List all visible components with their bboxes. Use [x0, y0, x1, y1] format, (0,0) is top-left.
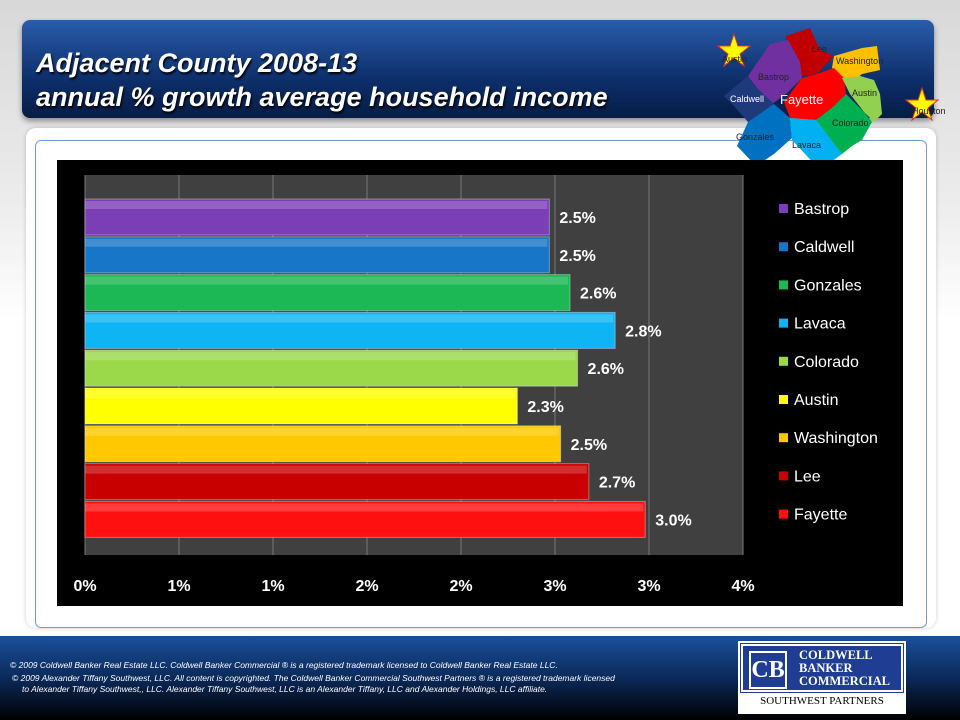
data-label: 2.3% [527, 399, 563, 416]
map-label-lee: Lee [812, 44, 827, 54]
data-label: 2.7% [599, 475, 635, 492]
footer-copyright-3: to Alexander Tiffany Southwest,, LLC. Al… [22, 684, 548, 694]
bar-colorado [84, 349, 579, 387]
data-label: 2.5% [559, 210, 595, 227]
map-gonzales [737, 104, 792, 166]
legend-swatch [779, 395, 788, 404]
legend-label: Austin [794, 392, 838, 409]
bar-highlight [85, 238, 548, 247]
footer-copyright-2: © 2009 Alexander Tiffany Southwest, LLC.… [12, 673, 615, 683]
map-label-caldwell: Caldwell [730, 94, 764, 104]
legend-label: Bastrop [794, 201, 849, 218]
legend-swatch [779, 471, 788, 481]
data-label: 2.6% [588, 361, 624, 378]
legend-swatch [779, 356, 788, 366]
logo-line-1: COLDWELL [799, 648, 873, 662]
map-fayette [784, 68, 846, 120]
legend-label: Gonzales [794, 277, 862, 294]
map-label-austin-city: Austin [722, 54, 747, 64]
legend-label: Fayette [794, 507, 847, 524]
title-line-1: Adjacent County 2008-13 [36, 48, 358, 78]
legend-swatch [779, 242, 788, 252]
map-label-bastrop: Bastrop [758, 72, 789, 82]
logo-line-2: BANKER [799, 661, 853, 675]
cb-logo-mark-icon: CB [749, 651, 787, 689]
map-caldwell [724, 76, 774, 122]
bar-chart: 2.5% 2.5% 2.6% 2.8% 2.6% 2.3% 2.5% 2.7% 3.0% 0% 1%… [57, 160, 903, 606]
bar-washington [84, 425, 562, 463]
legend-swatch [779, 204, 788, 213]
map-label-colorado: Colorado [832, 118, 869, 128]
bar-highlight [85, 390, 516, 398]
x-tick-label: 1% [167, 578, 190, 595]
houston-city-star [904, 86, 940, 122]
bar-lee [84, 463, 590, 501]
bar-highlight [85, 352, 576, 361]
legend-label: Lavaca [794, 316, 846, 333]
legend-swatch [779, 318, 788, 328]
x-tick-label: 2% [355, 578, 378, 595]
map-washington [832, 46, 880, 82]
data-label: 2.8% [625, 323, 661, 340]
x-tick-label: 3% [543, 578, 566, 595]
bar-caldwell [84, 236, 550, 274]
map-label-washington: Washington [836, 56, 883, 66]
logo-line-3: COMMERCIAL [799, 674, 890, 688]
data-label: 2.6% [580, 286, 616, 303]
map-bastrop [748, 40, 802, 104]
bar-highlight [85, 503, 644, 512]
x-tick-label: 1% [261, 578, 284, 595]
x-tick-label: 3% [637, 578, 660, 595]
bar-lavaca [84, 311, 616, 349]
map-label-houston: Houston [912, 106, 946, 116]
legend-swatch [779, 509, 788, 519]
legend-swatch [779, 433, 788, 443]
map-austin-county [842, 76, 882, 122]
x-tick-label: 2% [449, 578, 472, 595]
map-label-gonzales: Gonzales [736, 132, 775, 142]
bar-bastrop [84, 198, 550, 236]
bar-highlight [85, 465, 587, 474]
county-map: Austin Lee Washington Bastrop Caldwell F… [716, 28, 946, 170]
logo-subtitle: SOUTHWEST PARTNERS [760, 695, 884, 707]
legend-label: Caldwell [794, 239, 854, 256]
footer-copyright-1: © 2009 Coldwell Banker Real Estate LLC. … [10, 660, 558, 670]
legend-label: Colorado [794, 354, 859, 371]
bar-highlight [85, 427, 559, 436]
data-label: 2.5% [571, 437, 607, 454]
bar-highlight [85, 314, 614, 323]
bar-highlight [85, 276, 569, 285]
title-line-2: annual % growth average household income [36, 82, 608, 112]
x-tick-label: 0% [73, 578, 96, 595]
legend-swatch [779, 280, 788, 290]
legend-label: Lee [794, 468, 821, 485]
map-label-austin-county: Austin [852, 88, 877, 98]
map-lavaca [790, 118, 842, 170]
map-label-fayette: Fayette [780, 92, 823, 107]
data-label: 2.5% [559, 248, 595, 265]
bar-fayette [84, 500, 646, 538]
x-tick-label: 4% [731, 578, 754, 595]
austin-city-star [716, 32, 752, 68]
data-label: 3.0% [655, 512, 691, 529]
legend-label: Washington [794, 430, 878, 447]
bar-gonzales [84, 274, 571, 312]
bar-highlight [85, 201, 548, 209]
bar-austin [84, 387, 518, 425]
coldwell-banker-logo: CB COLDWELL BANKER COMMERCIAL SOUTHWEST … [738, 641, 906, 714]
map-label-lavaca: Lavaca [792, 140, 821, 150]
